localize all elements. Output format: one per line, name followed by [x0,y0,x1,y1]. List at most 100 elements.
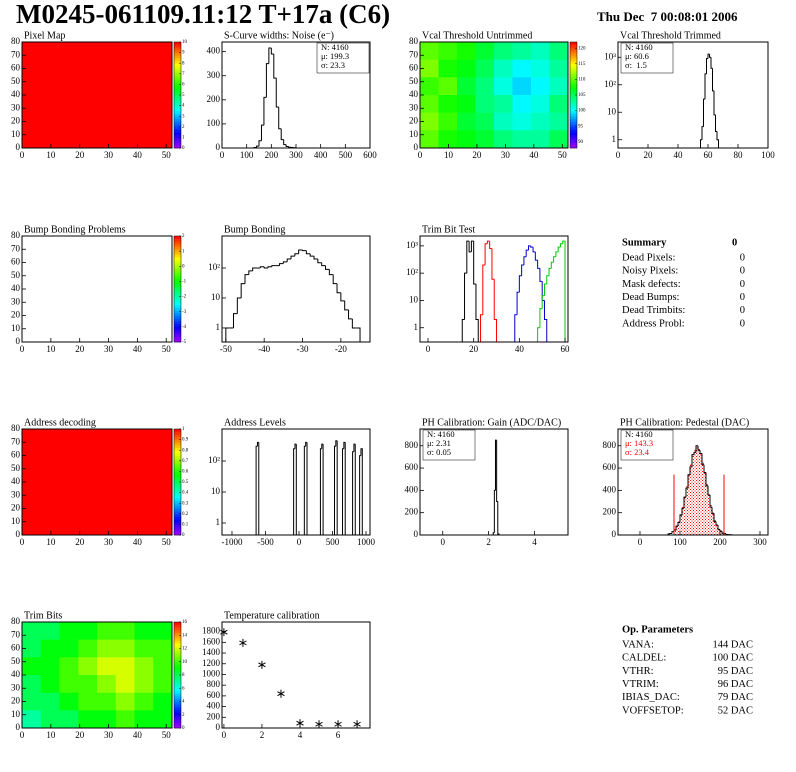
colorbar-segment [174,450,181,454]
x-tick-label: 0 [616,150,621,160]
colorbar-segment [570,60,577,64]
panel-title: Vcal Threshold Trimmed [620,30,721,41]
y-tick-label: 80 [11,423,21,433]
colorbar-segment [174,283,181,287]
colorbar-tick-label: 4 [182,700,185,705]
histogram-bin [715,114,717,132]
histogram-bin [288,146,292,148]
colorbar-segment [174,458,181,462]
histogram-bin [697,445,700,451]
colorbar-segment [174,145,181,149]
fit-area [678,521,680,535]
histogram-bin [706,58,708,74]
colorbar-segment [174,294,181,298]
histogram-bin [343,441,346,449]
heatmap-cell [512,130,532,149]
colorbar-segment [174,527,181,530]
colorbar-tick-label: 6 [182,83,185,88]
heatmap-cell [78,675,98,693]
x-tick-label: 10 [46,730,56,740]
x-tick-label: 30 [501,150,511,160]
histogram-bin [263,266,269,269]
date: Thu Dec 7 00:08:01 2006 [597,9,738,24]
x-tick-label: 30 [104,344,114,354]
colorbar-tick-label: 2 [182,125,185,130]
x-tick-label: 600 [363,150,377,160]
y-tick-label: 10² [406,267,418,277]
parameter-label: VTHR: [622,666,654,677]
y-tick-label: 200 [207,711,221,721]
x-tick-label: 300 [753,537,767,547]
heatmap-cell [512,77,532,96]
colorbar-segment [174,672,181,676]
y-tick-label: 0 [16,336,21,346]
histogram-bin [278,107,282,130]
histogram-bin [305,250,311,255]
colorbar-segment [174,624,181,628]
histogram-bin [480,314,483,342]
fit-area [676,526,678,535]
colorbar-segment [174,532,181,536]
y-tick-label: 40 [11,476,21,486]
colorbar-segment [174,336,181,340]
colorbar-segment [570,55,577,59]
colorbar-segment [174,645,181,649]
histogram-bin [518,275,522,293]
colorbar-segment [174,312,181,316]
heatmap-cell [420,95,439,113]
histogram-bin [717,524,720,531]
colorbar-segment [174,257,181,261]
summary-label: Dead Trimbits: [622,305,685,316]
heatmap-cell [420,77,439,96]
y-tick-label: 0 [414,142,419,152]
heatmap-cell [549,77,569,96]
y-tick-label: 10 [11,516,21,526]
heatmap-cell [40,675,60,693]
colorbar-segment [174,659,181,663]
stats-line: N: 4160 [427,429,455,439]
fit-area [698,449,700,535]
histogram-bin [537,327,540,342]
colorbar-segment [570,137,577,141]
colorbar-segment [174,134,181,138]
colorbar-segment [174,675,181,678]
histogram-bin [482,264,486,315]
colorbar-segment [174,664,181,668]
colorbar-segment [174,275,181,279]
histogram-bin [302,249,307,252]
y-tick-label: 70 [11,436,21,446]
colorbar-segment [174,436,181,440]
colorbar-tick-label: 0 [182,726,185,731]
colorbar-segment [174,121,181,125]
heatmap-cell [512,42,532,60]
colorbar-tick-label: 1 [182,136,185,141]
colorbar-tick-label: 1 [182,249,185,254]
histogram-bin [317,258,322,264]
y-tick-label: 300 [207,70,221,80]
heatmap-cell [494,95,513,113]
heatmap-cell [438,112,458,131]
panel-title: PH Calibration: Gain (ADC/DAC) [422,417,561,428]
histogram-bin [240,283,246,298]
summary-label: Dead Bumps: [622,292,680,303]
y-tick-label: 60 [11,257,21,267]
stats-line: N: 4160 [321,42,349,52]
colorbar-segment [174,296,181,300]
histogram-bin [711,507,714,514]
y-tick-label: 1400 [202,647,221,657]
heatmap-cell [457,130,476,149]
colorbar-segment [174,482,181,485]
histogram-bin [685,487,688,498]
colorbar-tick-label: 110 [578,78,586,83]
x-tick-label: 30 [104,150,114,160]
colorbar-tick-label: 8 [182,673,185,678]
histogram-bin [321,443,324,449]
histogram-bin [298,249,303,254]
colorbar-segment [174,95,181,98]
x-tick-label: 40 [133,730,143,740]
colorbar-segment [174,497,181,501]
colorbar-tick-label: 8 [182,61,185,66]
colorbar-segment [174,286,181,290]
panel-title: S-Curve widths: Noise (e⁻) [224,30,334,41]
